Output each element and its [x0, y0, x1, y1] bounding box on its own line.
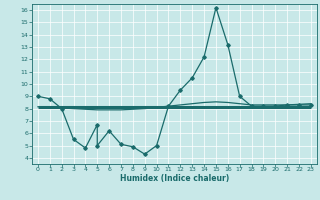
- X-axis label: Humidex (Indice chaleur): Humidex (Indice chaleur): [120, 174, 229, 183]
